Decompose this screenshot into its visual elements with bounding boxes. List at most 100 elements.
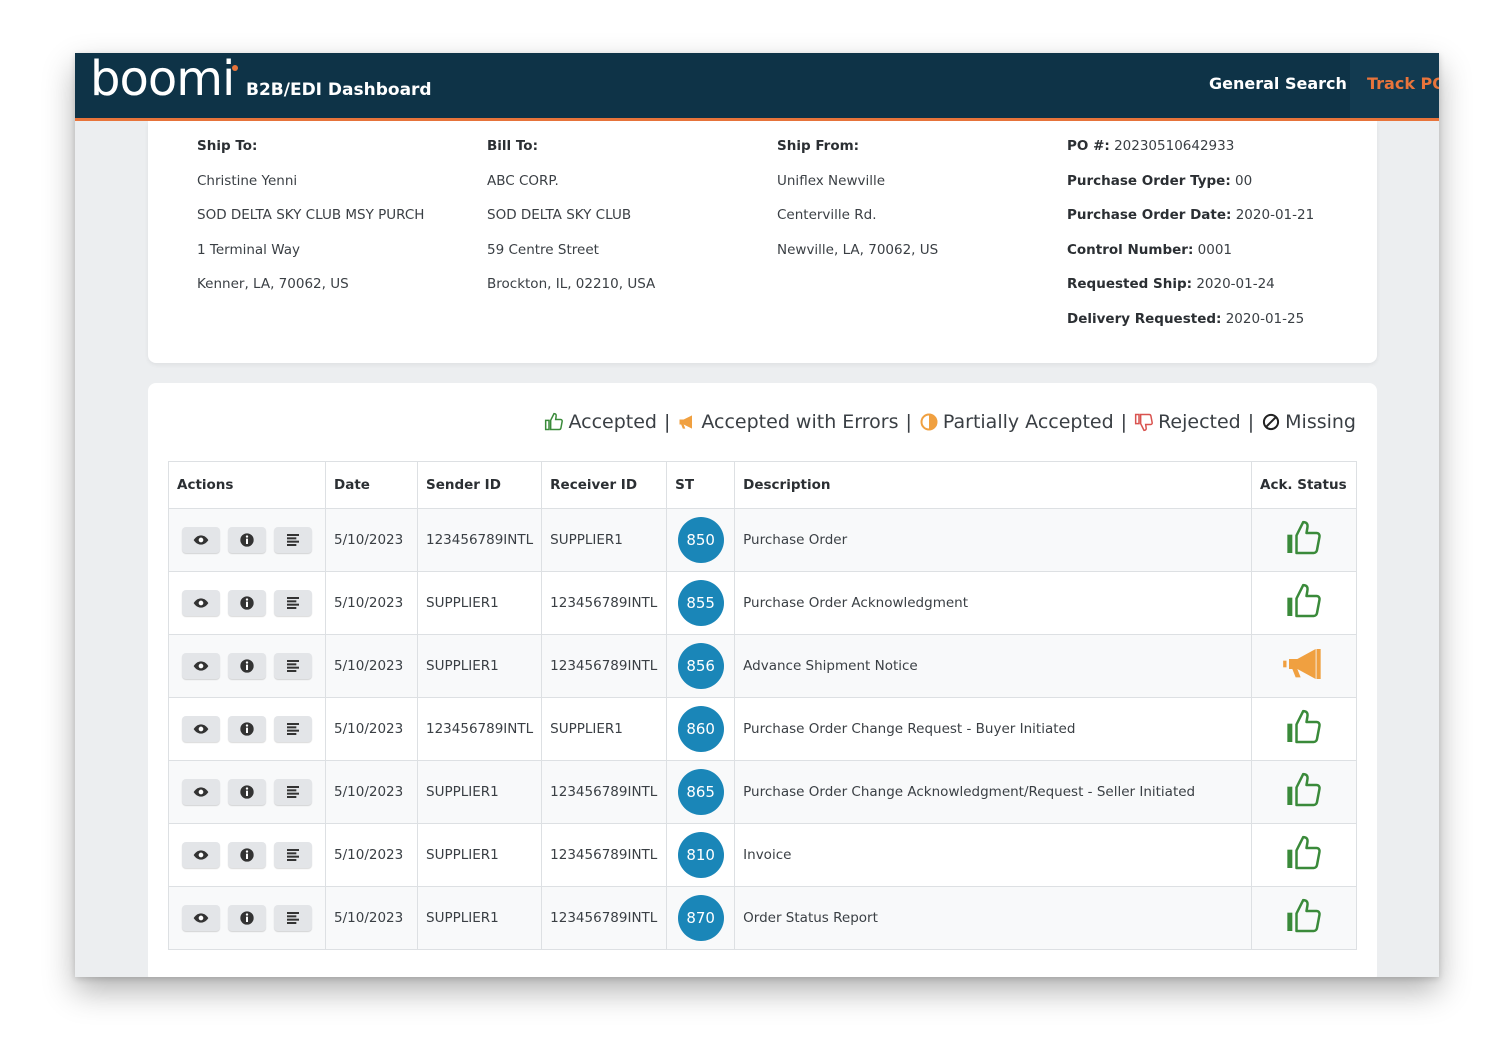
ship-to-line: SOD DELTA SKY CLUB MSY PURCH (197, 207, 425, 223)
st-badge[interactable]: 855 (677, 580, 724, 626)
st-cell: 856 (666, 634, 736, 698)
details-button[interactable] (274, 716, 312, 742)
col-sender-id[interactable]: Sender ID (416, 461, 543, 509)
receiver-id-cell: 123456789INTL (541, 760, 668, 824)
accepted-icon[interactable] (1282, 898, 1326, 940)
ship-to-heading: Ship To: (197, 138, 258, 154)
details-button[interactable] (274, 779, 312, 805)
description-cell: Purchase Order Change Request - Buyer In… (734, 697, 1252, 761)
st-badge[interactable]: 870 (677, 895, 724, 941)
date-cell: 5/10/2023 (325, 823, 418, 887)
col-actions[interactable]: Actions (168, 461, 326, 509)
accepted-with-errors-icon[interactable] (1280, 649, 1328, 688)
table-row: 5/10/2023 SUPPLIER1 123456789INTL 870 Order … (168, 886, 1357, 950)
col-description[interactable]: Description (734, 461, 1252, 509)
actions-cell (168, 823, 326, 887)
description-cell: Purchase Order Change Acknowledgment/Req… (734, 760, 1252, 824)
ack-status-cell (1251, 760, 1357, 824)
po-number: PO #: 20230510642933 (1067, 138, 1235, 154)
st-badge[interactable]: 810 (677, 832, 724, 878)
bill-to-heading: Bill To: (487, 138, 538, 154)
po-type: Purchase Order Type: 00 (1067, 172, 1253, 189)
date-cell: 5/10/2023 (325, 508, 418, 572)
table-row: 5/10/2023 SUPPLIER1 123456789INTL 865 Purcha… (168, 760, 1357, 824)
st-cell: 865 (666, 760, 736, 824)
view-button[interactable] (182, 842, 220, 868)
accepted-icon[interactable] (1282, 709, 1326, 751)
order-info-card: Ship To: Christine Yenni SOD DELTA SKY C… (148, 121, 1377, 363)
ship-from-line: Uniflex Newville (777, 172, 886, 189)
col-st[interactable]: ST (666, 461, 736, 509)
details-button[interactable] (274, 905, 312, 931)
accepted-icon[interactable] (1282, 520, 1326, 562)
st-badge[interactable]: 856 (677, 643, 724, 689)
sender-id-cell: SUPPLIER1 (416, 886, 543, 950)
receiver-id-cell: 123456789INTL (541, 571, 668, 635)
ack-status-legend: Accepted | Accepted with Errors | Partia… (544, 411, 1356, 433)
st-badge[interactable]: 860 (677, 706, 724, 752)
boomi-logo[interactable]: boomi (90, 53, 239, 107)
top-navigation-bar: boomi B2B/EDI Dashboard General Search T… (75, 53, 1439, 121)
ack-status-cell (1251, 823, 1357, 887)
actions-cell (168, 886, 326, 950)
accepted-icon[interactable] (1282, 583, 1326, 625)
table-header-row: Actions Date Sender ID Receiver ID ST De… (168, 461, 1357, 509)
delivery-requested: Delivery Requested: 2020-01-25 (1067, 310, 1305, 327)
st-badge[interactable]: 865 (677, 769, 724, 815)
col-receiver-id[interactable]: Receiver ID (541, 461, 668, 509)
view-button[interactable] (182, 590, 220, 616)
bill-to-line: 59 Centre Street (487, 241, 599, 258)
actions-cell (168, 508, 326, 572)
col-date[interactable]: Date (325, 461, 418, 509)
receiver-id-cell: 123456789INTL (541, 634, 668, 698)
details-button[interactable] (274, 590, 312, 616)
megaphone-icon (679, 415, 693, 429)
sender-id-cell: SUPPLIER1 (416, 760, 543, 824)
accepted-icon[interactable] (1282, 835, 1326, 877)
ship-from-line: Centerville Rd. (777, 207, 877, 223)
sender-id-cell: SUPPLIER1 (416, 823, 543, 887)
ship-to-line: Christine Yenni (197, 172, 298, 189)
info-button[interactable] (228, 590, 266, 616)
details-button[interactable] (274, 842, 312, 868)
view-button[interactable] (182, 905, 220, 931)
view-button[interactable] (182, 527, 220, 553)
table-row: 5/10/2023 123456789INTL SUPPLIER1 850 Purcha… (168, 508, 1357, 572)
info-button[interactable] (228, 527, 266, 553)
accepted-icon[interactable] (1282, 772, 1326, 814)
ship-from-heading: Ship From: (777, 138, 860, 154)
info-button[interactable] (228, 779, 266, 805)
bill-to-line: Brockton, IL, 02210, USA (487, 276, 656, 292)
ship-from-line: Newville, LA, 70062, US (777, 241, 939, 258)
st-cell: 870 (666, 886, 736, 950)
receiver-id-cell: SUPPLIER1 (541, 697, 668, 761)
legend-missing: Missing (1285, 411, 1356, 433)
st-cell: 810 (666, 823, 736, 887)
view-button[interactable] (182, 779, 220, 805)
nav-general-search[interactable]: General Search (1209, 74, 1347, 93)
col-ack-status[interactable]: Ack. Status (1251, 461, 1357, 509)
description-cell: Advance Shipment Notice (734, 634, 1252, 698)
details-button[interactable] (274, 653, 312, 679)
st-badge[interactable]: 850 (677, 517, 724, 563)
ship-to-section: Ship To: Christine Yenni SOD DELTA SKY C… (197, 129, 424, 302)
bill-to-line: SOD DELTA SKY CLUB (487, 207, 632, 223)
view-button[interactable] (182, 653, 220, 679)
sender-id-cell: 123456789INTL (416, 697, 543, 761)
view-button[interactable] (182, 716, 220, 742)
info-button[interactable] (228, 842, 266, 868)
bill-to-section: Bill To: ABC CORP. SOD DELTA SKY CLUB 59… (487, 129, 655, 302)
ack-status-cell (1251, 697, 1357, 761)
thumbs-up-icon (545, 412, 564, 431)
actions-cell (168, 760, 326, 824)
app-window: boomi B2B/EDI Dashboard General Search T… (75, 53, 1439, 977)
nav-track-po[interactable]: Track PO (1350, 53, 1439, 118)
details-button[interactable] (274, 527, 312, 553)
sender-id-cell: SUPPLIER1 (416, 634, 543, 698)
ack-status-cell (1251, 634, 1357, 698)
po-date: Purchase Order Date: 2020-01-21 (1067, 207, 1315, 223)
info-button[interactable] (228, 653, 266, 679)
info-button[interactable] (228, 905, 266, 931)
date-cell: 5/10/2023 (325, 760, 418, 824)
info-button[interactable] (228, 716, 266, 742)
